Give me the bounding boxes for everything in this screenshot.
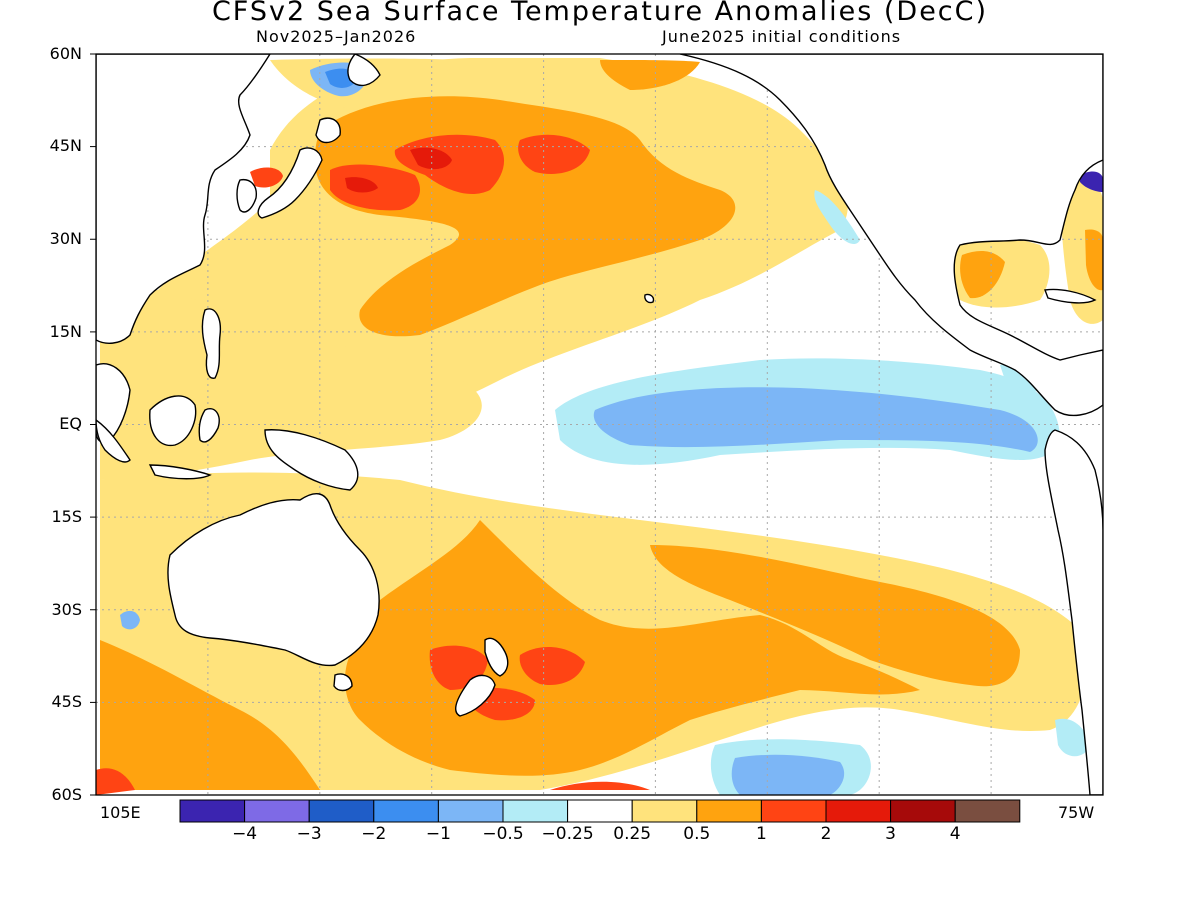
anomaly-region-mid-pacific-moderate (600, 60, 700, 90)
colorbar-tick-label: 0.25 (613, 824, 652, 844)
anomaly-region-tasman-cold (120, 610, 140, 630)
anomaly-region-southern-ocean-moderate (100, 640, 320, 790)
lat-label-eq: EQ (59, 414, 82, 433)
colorbar-swatch (760, 799, 827, 823)
anomaly-region-atlantic-coast-mod (1085, 229, 1103, 291)
colorbar-swatch (954, 799, 1021, 823)
lat-label-15s: 15S (51, 507, 82, 526)
colorbar-tick-label: 2 (820, 824, 832, 844)
lat-label-30s: 30S (51, 600, 82, 619)
colorbar-tick-label: −0.5 (482, 824, 524, 844)
anomaly-region-chile-cold (1055, 718, 1090, 757)
colorbar-tick-label: −4 (232, 824, 258, 844)
colorbar-swatch (631, 799, 698, 823)
land-south-america (1044, 429, 1103, 795)
lat-label-15n: 15N (49, 322, 82, 341)
land-philippines (201, 308, 222, 379)
colorbar-swatch (696, 799, 762, 823)
land-new-zealand-north (484, 637, 509, 677)
land-indochina (96, 363, 131, 443)
anomaly-region-japan-sea-strong (250, 167, 283, 188)
land-cuba (1044, 288, 1097, 304)
colorbar-tick-label: 3 (885, 824, 897, 844)
land-australia (167, 493, 380, 667)
anomaly-region-southern-ocean-strong (96, 768, 135, 795)
land-north-america (679, 54, 1103, 417)
anomaly-region-south-pacific-east-moderate (650, 545, 1020, 687)
land-tasmania (333, 673, 353, 692)
anomaly-region-north-pacific-vstrong-2 (345, 177, 378, 193)
anomaly-region-nz-strong-east (519, 646, 585, 686)
anomaly-region-california-cold (814, 190, 860, 245)
forecast-period: Nov2025–Jan2026 (256, 27, 417, 46)
colorbar-tick-label: 0.5 (683, 824, 711, 844)
anomaly-region-gulf-of-mexico-mod (960, 250, 1005, 299)
anomaly-region-western-pacific-weak (100, 287, 482, 480)
anomaly-region-atlantic-coast-weak (1060, 178, 1103, 324)
land-japan-honshu (257, 147, 323, 219)
anomaly-field (96, 54, 1103, 795)
colorbar-tick-label: 4 (949, 824, 961, 844)
land-japan-hokkaido (315, 117, 341, 144)
colorbar-swatch (825, 799, 892, 823)
lat-label-30n: 30N (49, 229, 82, 248)
colorbar-swatch (567, 799, 633, 823)
colorbar-tick-label: −3 (296, 824, 322, 844)
colorbar-tick-label: −1 (425, 824, 451, 844)
lat-ticks (90, 53, 96, 796)
land-java (148, 464, 212, 480)
lon-label-west: 105E (100, 803, 141, 822)
anomaly-region-atlantic-cold (1080, 171, 1103, 192)
land-borneo (149, 395, 197, 447)
lat-label-45s: 45S (51, 692, 82, 711)
colorbar-swatch (437, 799, 504, 823)
land-new-guinea (264, 429, 359, 491)
lat-label-45n: 45N (49, 136, 82, 155)
colorbar (179, 799, 1021, 823)
colorbar-tick-label: −0.25 (541, 824, 594, 844)
anomaly-region-equatorial-mod-cold (593, 387, 1038, 452)
colorbar-swatch (244, 799, 310, 823)
land-asia (96, 54, 271, 344)
anomaly-region-north-pacific-strong-east (518, 134, 590, 174)
land-sulawesi (198, 408, 220, 443)
anomaly-region-se-pacific-mod-cold (731, 754, 845, 795)
colorbar-swatch (890, 799, 956, 823)
initial-conditions: June2025 initial conditions (662, 27, 902, 46)
lat-label-60n: 60N (49, 44, 82, 63)
map-title: CFSv2 Sea Surface Temperature Anomalies … (211, 0, 989, 27)
land-new-zealand-south (454, 674, 496, 717)
land-hawaii (644, 293, 655, 304)
anomaly-region-southern-ocean-strong-2 (550, 781, 650, 790)
colorbar-swatch (502, 799, 569, 823)
lon-label-east: 75W (1058, 803, 1095, 822)
colorbar-tick-label: 1 (755, 824, 767, 844)
colorbar-swatch (179, 799, 246, 823)
land-sumatra (96, 419, 131, 463)
colorbar-swatch (373, 799, 439, 823)
lat-label-60s: 60S (51, 785, 82, 804)
land-kamchatka (347, 54, 381, 87)
colorbar-swatch (308, 799, 375, 823)
land-korea (236, 178, 257, 213)
colorbar-tick-label: −2 (361, 824, 387, 844)
anomaly-region-north-pacific-vstrong (410, 147, 452, 170)
coastlines (96, 54, 1103, 795)
